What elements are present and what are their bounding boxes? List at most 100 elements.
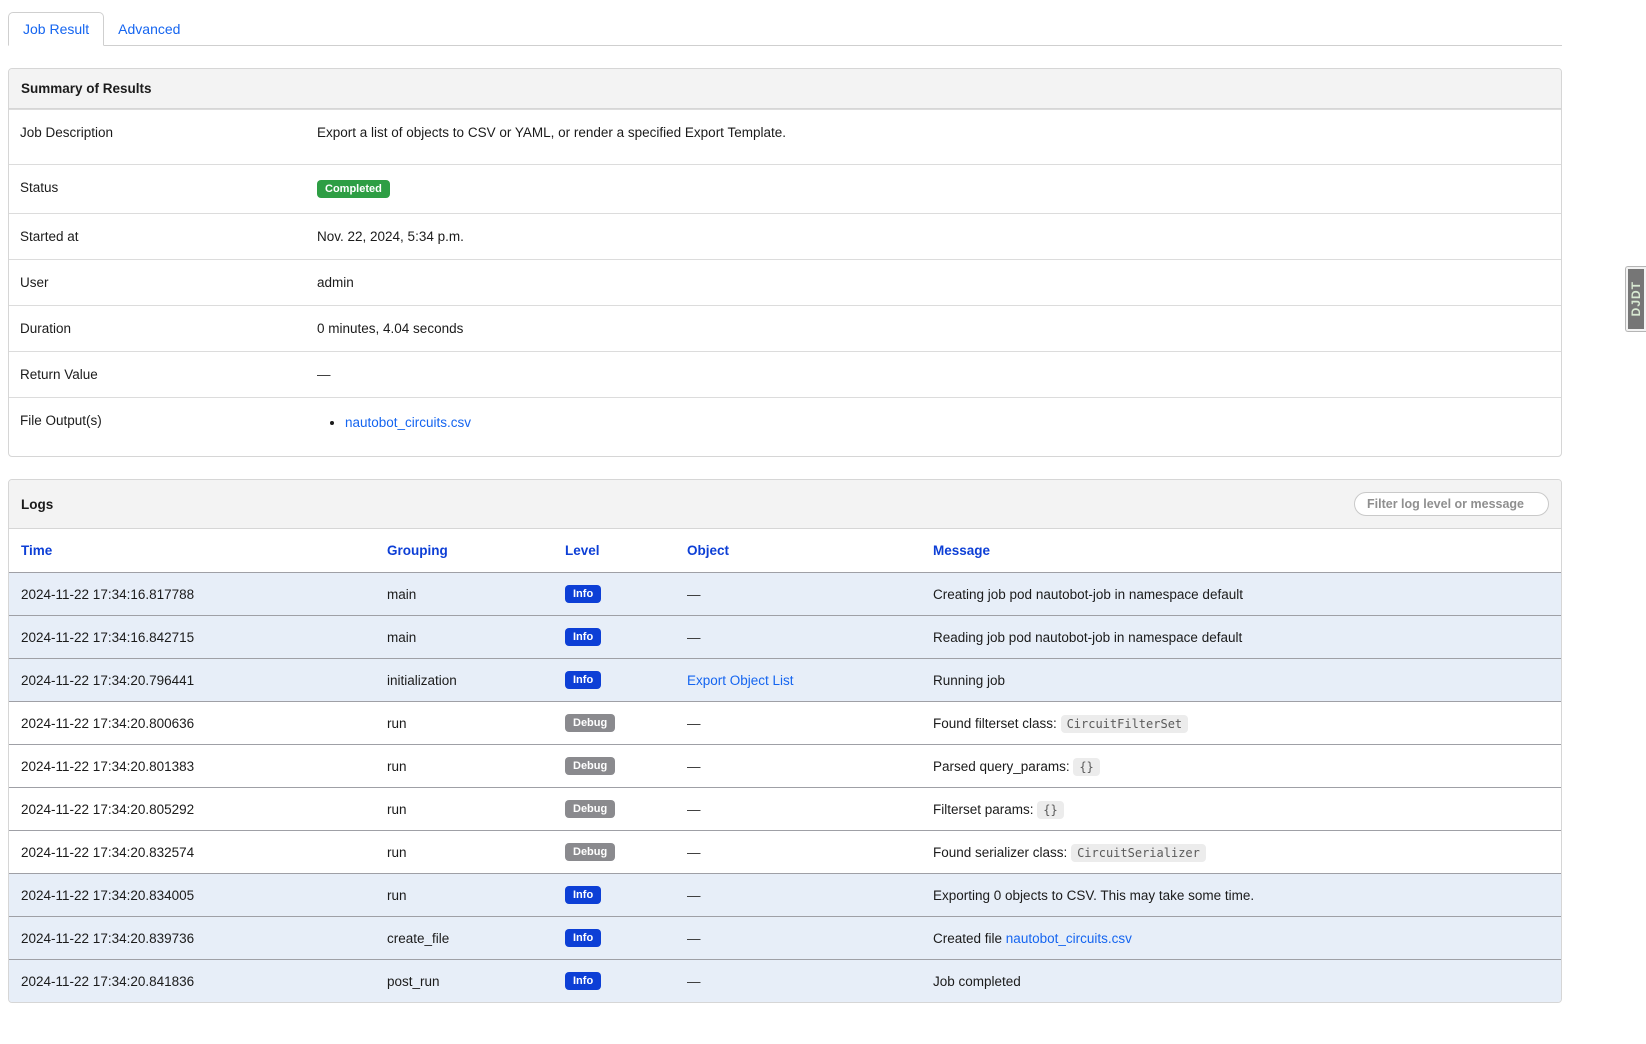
- log-object-dash: —: [687, 715, 701, 731]
- logs-table: Time Grouping Level Object Message 2024-…: [9, 529, 1561, 1002]
- log-object-dash: —: [687, 586, 701, 602]
- log-time: 2024-11-22 17:34:20.796441: [9, 658, 375, 702]
- tab-advanced[interactable]: Advanced: [118, 21, 181, 37]
- log-filter-input[interactable]: [1354, 492, 1549, 516]
- log-level-badge: Info: [565, 972, 602, 990]
- logs-column-header[interactable]: Object: [675, 529, 921, 573]
- log-level-badge: Debug: [565, 800, 616, 818]
- summary-row-file-outputs: File Output(s) nautobot_circuits.csv: [9, 397, 1561, 456]
- summary-panel: Summary of Results Job Description Expor…: [8, 68, 1562, 457]
- log-message-text: Job completed: [933, 973, 1021, 989]
- log-grouping: run: [375, 873, 553, 917]
- log-row: 2024-11-22 17:34:20.801383 run Debug — P…: [9, 744, 1561, 788]
- logs-column-header[interactable]: Grouping: [375, 529, 553, 573]
- tab-bar: Job Result Advanced: [8, 10, 1562, 46]
- summary-value-started-at: Nov. 22, 2024, 5:34 p.m.: [317, 229, 464, 244]
- summary-value-user: admin: [317, 275, 354, 290]
- djdt-toolbar-handle-inner: DJDT: [1628, 269, 1644, 329]
- log-row: 2024-11-22 17:34:16.817788 main Info — C…: [9, 572, 1561, 616]
- log-object-dash: —: [687, 844, 701, 860]
- log-level-badge: Info: [565, 886, 602, 904]
- log-message-text: Created file: [933, 930, 1006, 946]
- summary-value-return-value: —: [317, 367, 331, 382]
- log-grouping: main: [375, 615, 553, 659]
- summary-label: Return Value: [20, 367, 98, 382]
- log-message-code: CircuitSerializer: [1071, 843, 1206, 862]
- log-time: 2024-11-22 17:34:20.801383: [9, 744, 375, 788]
- log-level-badge: Debug: [565, 757, 616, 775]
- summary-label: Duration: [20, 321, 72, 336]
- log-grouping: initialization: [375, 658, 553, 702]
- status-badge: Completed: [317, 180, 390, 198]
- log-row: 2024-11-22 17:34:20.832574 run Debug — F…: [9, 830, 1561, 874]
- summary-label: File Output(s): [20, 413, 102, 428]
- log-level-badge: Info: [565, 628, 602, 646]
- log-grouping: run: [375, 830, 553, 874]
- log-row: 2024-11-22 17:34:20.834005 run Info — Ex…: [9, 873, 1561, 917]
- log-time: 2024-11-22 17:34:20.832574: [9, 830, 375, 874]
- log-time: 2024-11-22 17:34:16.842715: [9, 615, 375, 659]
- summary-row-user: User admin: [9, 259, 1561, 305]
- page: Job Result Advanced Summary of Results J…: [8, 0, 1562, 1003]
- summary-label: User: [20, 275, 49, 290]
- log-grouping: run: [375, 787, 553, 831]
- logs-column-header[interactable]: Time: [9, 529, 375, 573]
- djdt-label: DJDT: [1629, 281, 1643, 317]
- summary-label: Started at: [20, 229, 79, 244]
- log-level-badge: Debug: [565, 714, 616, 732]
- log-time: 2024-11-22 17:34:20.839736: [9, 916, 375, 960]
- log-time: 2024-11-22 17:34:16.817788: [9, 572, 375, 616]
- log-row: 2024-11-22 17:34:20.800636 run Debug — F…: [9, 701, 1561, 745]
- log-time: 2024-11-22 17:34:20.800636: [9, 701, 375, 745]
- tab-job-result[interactable]: Job Result: [8, 12, 105, 46]
- log-level-badge: Info: [565, 929, 602, 947]
- logs-panel-title: Logs: [21, 496, 54, 512]
- log-object-dash: —: [687, 930, 701, 946]
- log-message-code: CircuitFilterSet: [1060, 714, 1189, 733]
- log-grouping: run: [375, 744, 553, 788]
- log-object-dash: —: [687, 973, 701, 989]
- summary-row-duration: Duration 0 minutes, 4.04 seconds: [9, 305, 1561, 351]
- log-message-text: Reading job pod nautobot-job in namespac…: [933, 629, 1243, 645]
- summary-value-job-description: Export a list of objects to CSV or YAML,…: [317, 125, 786, 140]
- log-level-badge: Info: [565, 585, 602, 603]
- log-row: 2024-11-22 17:34:20.839736 create_file I…: [9, 916, 1561, 960]
- log-grouping: main: [375, 572, 553, 616]
- summary-row-job-description: Job Description Export a list of objects…: [9, 109, 1561, 164]
- log-level-badge: Debug: [565, 843, 616, 861]
- log-time: 2024-11-22 17:34:20.834005: [9, 873, 375, 917]
- log-row: 2024-11-22 17:34:20.796441 initializatio…: [9, 658, 1561, 702]
- log-row: 2024-11-22 17:34:20.841836 post_run Info…: [9, 959, 1561, 1002]
- log-row: 2024-11-22 17:34:20.805292 run Debug — F…: [9, 787, 1561, 831]
- file-output-item: nautobot_circuits.csv: [345, 415, 1551, 430]
- summary-row-return-value: Return Value —: [9, 351, 1561, 397]
- summary-label: Status: [20, 180, 59, 195]
- log-object-dash: —: [687, 629, 701, 645]
- log-message-code: {}: [1073, 757, 1100, 776]
- logs-column-header[interactable]: Message: [921, 529, 1561, 573]
- logs-header-row: Time Grouping Level Object Message: [9, 529, 1561, 573]
- log-message-text: Found filterset class:: [933, 715, 1061, 731]
- log-time: 2024-11-22 17:34:20.841836: [9, 959, 375, 1002]
- log-object-link[interactable]: Export Object List: [687, 672, 794, 688]
- log-message-text: Exporting 0 objects to CSV. This may tak…: [933, 887, 1255, 903]
- log-grouping: post_run: [375, 959, 553, 1002]
- djdt-toolbar-handle[interactable]: DJDT: [1625, 266, 1646, 332]
- log-message-text: Parsed query_params:: [933, 758, 1074, 774]
- summary-row-status: Status Completed: [9, 164, 1561, 213]
- logs-body: 2024-11-22 17:34:16.817788 main Info — C…: [9, 572, 1561, 1002]
- logs-column-header[interactable]: Level: [553, 529, 675, 573]
- file-output-link[interactable]: nautobot_circuits.csv: [345, 415, 472, 430]
- log-grouping: run: [375, 701, 553, 745]
- logs-panel: Logs Time Grouping Level Object Message: [8, 479, 1562, 1003]
- summary-label: Job Description: [20, 125, 114, 140]
- log-object-dash: —: [687, 887, 701, 903]
- log-message-text: Found serializer class:: [933, 844, 1072, 860]
- log-message-text: Running job: [933, 672, 1006, 688]
- file-output-list: nautobot_circuits.csv: [345, 415, 1551, 430]
- summary-panel-title: Summary of Results: [9, 69, 1561, 109]
- log-row: 2024-11-22 17:34:16.842715 main Info — R…: [9, 615, 1561, 659]
- summary-value-duration: 0 minutes, 4.04 seconds: [317, 321, 464, 336]
- log-message-code: {}: [1037, 800, 1064, 819]
- log-message-link[interactable]: nautobot_circuits.csv: [1005, 930, 1132, 946]
